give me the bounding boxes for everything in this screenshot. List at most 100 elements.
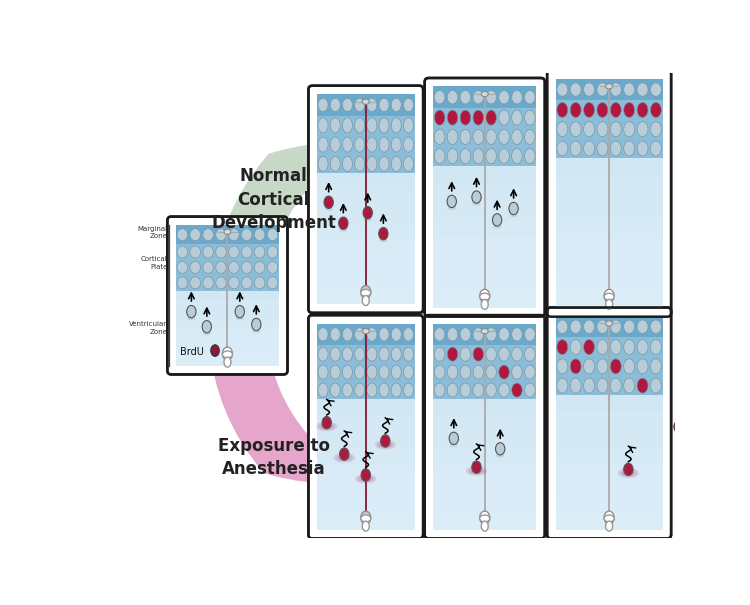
Bar xyxy=(433,237,536,255)
Ellipse shape xyxy=(486,347,496,361)
Ellipse shape xyxy=(343,383,352,397)
Ellipse shape xyxy=(597,122,608,137)
Ellipse shape xyxy=(229,261,239,273)
Ellipse shape xyxy=(493,214,502,226)
Ellipse shape xyxy=(480,293,490,300)
Ellipse shape xyxy=(379,98,389,112)
Ellipse shape xyxy=(318,328,328,341)
Ellipse shape xyxy=(570,83,581,96)
Ellipse shape xyxy=(242,277,252,289)
Bar xyxy=(317,324,415,345)
Ellipse shape xyxy=(177,261,188,273)
Bar xyxy=(317,345,415,399)
Ellipse shape xyxy=(621,469,636,477)
Ellipse shape xyxy=(650,359,662,374)
FancyBboxPatch shape xyxy=(424,315,544,538)
Ellipse shape xyxy=(334,453,355,463)
Bar xyxy=(317,116,415,174)
Bar xyxy=(556,479,662,496)
Ellipse shape xyxy=(623,471,634,476)
Ellipse shape xyxy=(343,156,352,171)
Ellipse shape xyxy=(267,246,278,258)
Bar xyxy=(433,497,536,514)
Ellipse shape xyxy=(499,110,509,125)
Bar xyxy=(556,316,662,338)
Ellipse shape xyxy=(493,225,501,229)
Bar xyxy=(556,496,662,513)
Ellipse shape xyxy=(473,365,484,379)
Ellipse shape xyxy=(637,378,648,393)
Ellipse shape xyxy=(472,191,482,203)
Ellipse shape xyxy=(404,98,413,112)
Ellipse shape xyxy=(480,511,490,524)
Ellipse shape xyxy=(267,261,278,273)
Ellipse shape xyxy=(512,149,522,163)
Ellipse shape xyxy=(618,468,639,478)
Ellipse shape xyxy=(524,347,535,361)
Bar xyxy=(433,465,536,481)
Ellipse shape xyxy=(343,328,352,341)
Bar xyxy=(433,399,536,530)
Ellipse shape xyxy=(512,383,522,397)
Bar xyxy=(176,290,279,366)
Ellipse shape xyxy=(343,98,352,112)
Bar xyxy=(556,395,662,530)
Ellipse shape xyxy=(216,277,226,289)
Ellipse shape xyxy=(637,359,648,374)
Ellipse shape xyxy=(597,339,608,355)
Ellipse shape xyxy=(610,122,621,137)
Ellipse shape xyxy=(570,339,581,355)
Bar xyxy=(433,255,536,273)
Ellipse shape xyxy=(556,339,568,355)
Bar xyxy=(176,356,279,366)
FancyBboxPatch shape xyxy=(308,86,423,313)
Text: BrdU: BrdU xyxy=(180,347,204,357)
Ellipse shape xyxy=(361,286,370,299)
Ellipse shape xyxy=(624,83,634,96)
Ellipse shape xyxy=(202,261,214,273)
Ellipse shape xyxy=(496,454,505,457)
Ellipse shape xyxy=(486,365,496,379)
Bar xyxy=(433,481,536,497)
Ellipse shape xyxy=(597,102,608,117)
FancyArrowPatch shape xyxy=(211,143,316,325)
Ellipse shape xyxy=(556,83,568,96)
Ellipse shape xyxy=(229,229,239,241)
Ellipse shape xyxy=(224,357,231,367)
Ellipse shape xyxy=(318,118,328,133)
Bar xyxy=(556,395,662,412)
Ellipse shape xyxy=(404,365,413,379)
Ellipse shape xyxy=(637,141,648,156)
Ellipse shape xyxy=(187,306,196,318)
Ellipse shape xyxy=(337,454,352,461)
Ellipse shape xyxy=(434,91,445,104)
Ellipse shape xyxy=(392,383,401,397)
Bar xyxy=(556,446,662,463)
Bar xyxy=(556,158,662,177)
FancyBboxPatch shape xyxy=(308,315,423,538)
Ellipse shape xyxy=(404,383,413,397)
Ellipse shape xyxy=(242,261,252,273)
Ellipse shape xyxy=(584,339,595,355)
Ellipse shape xyxy=(473,129,484,145)
Ellipse shape xyxy=(223,351,232,358)
Ellipse shape xyxy=(392,156,401,171)
Ellipse shape xyxy=(355,365,364,379)
Ellipse shape xyxy=(606,321,613,326)
Ellipse shape xyxy=(392,328,401,341)
Ellipse shape xyxy=(604,293,614,300)
Ellipse shape xyxy=(252,329,260,333)
Ellipse shape xyxy=(362,521,369,531)
Ellipse shape xyxy=(190,246,200,258)
Ellipse shape xyxy=(473,110,484,125)
Ellipse shape xyxy=(318,383,328,397)
Ellipse shape xyxy=(322,424,332,429)
Ellipse shape xyxy=(355,383,364,397)
Ellipse shape xyxy=(650,83,662,96)
Ellipse shape xyxy=(448,206,456,210)
Bar xyxy=(433,183,536,201)
Ellipse shape xyxy=(637,102,648,117)
Ellipse shape xyxy=(610,141,621,156)
Ellipse shape xyxy=(584,378,595,393)
Ellipse shape xyxy=(318,98,328,112)
